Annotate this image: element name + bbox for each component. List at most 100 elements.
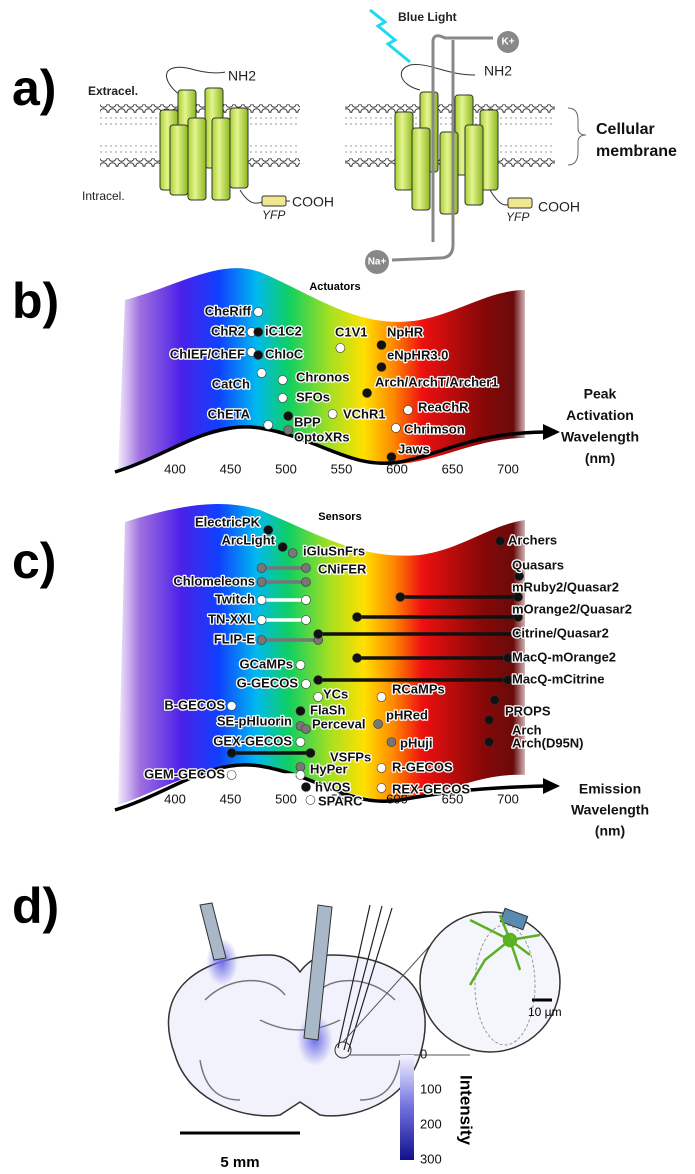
dot [314, 693, 323, 702]
item-label: Arch/ArchT/Archer1 [375, 374, 499, 389]
colorbar-tick: 200 [420, 1116, 442, 1131]
range-end [301, 578, 310, 587]
item-label: NpHR [387, 324, 424, 339]
label: Na+ [368, 257, 387, 268]
x-tick-label: 400 [164, 461, 186, 476]
axis-label: Activation [566, 407, 634, 423]
range-end [257, 596, 266, 605]
dot [254, 351, 263, 360]
label: Cellular [596, 121, 655, 138]
axis-label: Emission [579, 781, 641, 797]
range-end [301, 596, 310, 605]
dot [387, 738, 396, 747]
dot [377, 341, 386, 350]
dot [296, 661, 305, 670]
range-end [257, 636, 266, 645]
range-end [301, 616, 310, 625]
label: YFP [506, 210, 529, 224]
item-label: SFOs [296, 389, 330, 404]
item-label: Chronos [296, 369, 349, 384]
x-tick-label: 450 [220, 791, 242, 806]
dot [301, 725, 310, 734]
x-tick-label: 500 [275, 461, 297, 476]
dot [288, 549, 297, 558]
item-label: mOrange2/Quasar2 [512, 601, 632, 616]
item-label: Chrimson [404, 421, 465, 436]
label: Extracel. [88, 84, 138, 98]
colorbar-tick: 0 [420, 1046, 427, 1061]
panel-title: Sensors [318, 511, 361, 523]
dot [264, 421, 273, 430]
item-label: YCs [323, 686, 348, 701]
item-label: iGluSnFrs [303, 543, 365, 558]
dot [377, 363, 386, 372]
item-label: Perceval [312, 716, 366, 731]
panel-label: d) [12, 878, 59, 934]
axis-arrow [543, 424, 560, 440]
dot [490, 696, 499, 705]
item-label: BPP [294, 414, 321, 429]
axis-arrow [543, 778, 560, 794]
dot [278, 394, 287, 403]
item-label: C1V1 [335, 324, 368, 339]
range-end [396, 593, 405, 602]
dot [306, 796, 315, 805]
item-label: Archers [508, 532, 557, 547]
axis-label: Peak [584, 386, 617, 402]
range-end [306, 749, 315, 758]
item-label: mRuby2/Quasar2 [512, 579, 619, 594]
range-end [227, 771, 236, 780]
dot [296, 738, 305, 747]
colorbar [400, 1055, 414, 1160]
dot [257, 369, 266, 378]
range-end [296, 771, 305, 780]
item-label: TN-XXL [208, 611, 255, 626]
label: Intracel. [82, 189, 125, 203]
item-label: VChR1 [343, 406, 386, 421]
dot [485, 716, 494, 725]
channel-open [395, 65, 532, 214]
dot [377, 784, 386, 793]
dot [377, 693, 386, 702]
x-tick-label: 600 [386, 461, 408, 476]
item-label: MacQ-mOrange2 [512, 649, 616, 664]
dot [336, 344, 345, 353]
dot [374, 720, 383, 729]
item-label: iC1C2 [265, 323, 302, 338]
colorbar-tick: 100 [420, 1081, 442, 1096]
dot [296, 763, 305, 772]
item-label: GCaMPs [240, 656, 293, 671]
range-end [257, 564, 266, 573]
scale-label: 5 mm [220, 1154, 259, 1171]
item-label: Twitch [215, 591, 255, 606]
dot [404, 406, 413, 415]
item-label: B-GECOS [164, 697, 225, 712]
item-label: eNpHR3.0 [387, 347, 448, 362]
dot [296, 707, 305, 716]
range-end [314, 676, 323, 685]
x-tick-label: 500 [275, 791, 297, 806]
item-label: Jaws [398, 441, 430, 456]
brace [568, 108, 586, 165]
label: COOH [292, 194, 334, 210]
item-label: ReaChR [418, 399, 469, 414]
item-label: OptoXRs [294, 429, 350, 444]
label: COOH [538, 199, 580, 215]
figure: a) Extracel. Intracel. NH2 NH2 YFP YFP C… [0, 0, 695, 1174]
dot [278, 543, 287, 552]
dot [284, 426, 293, 435]
item-label: ChR2 [211, 323, 245, 338]
range-end [227, 749, 236, 758]
panel-label: b) [12, 273, 59, 329]
item-label: ElectricPK [195, 514, 261, 529]
dot [301, 783, 310, 792]
item-label: PROPS [505, 703, 551, 718]
scale-label: 10 μm [528, 1005, 562, 1019]
colorbar-tick: 300 [420, 1151, 442, 1166]
item-label: ArcLight [222, 532, 276, 547]
item-label: FlaSh [310, 702, 345, 717]
item-label: Arch(D95N) [512, 735, 584, 750]
item-label: Citrine/Quasar2 [512, 625, 609, 640]
x-tick-label: 650 [442, 461, 464, 476]
label: membrane [596, 143, 677, 160]
